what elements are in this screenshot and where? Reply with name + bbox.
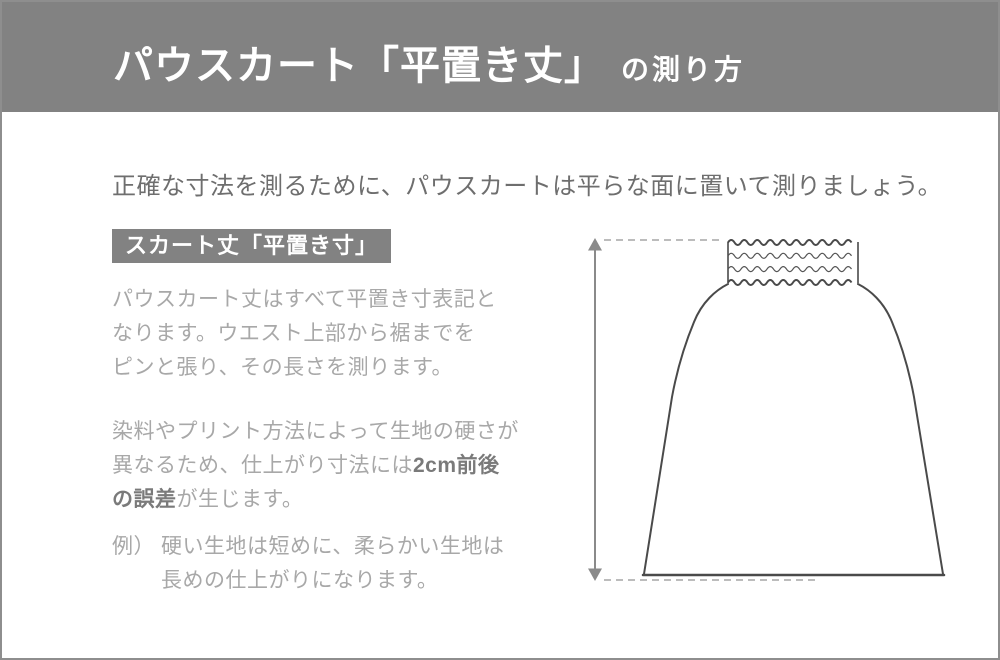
page-title-main: パウスカート「平置き丈」: [113, 44, 605, 88]
paragraph-tolerance-emphasis: 2cm前後 の誤差: [112, 454, 500, 511]
skirt-left-seam: [643, 283, 729, 575]
section-label-box: スカート丈「平置き寸」: [112, 229, 392, 263]
section-label-text: スカート丈「平置き寸」: [125, 233, 379, 258]
paragraph-tolerance-start: 染料やプリント方法によって生地の硬さが 異なるため、仕上がり寸法には: [112, 420, 519, 477]
skirt-right-seam: [857, 283, 944, 575]
arrowhead-down-icon: [588, 568, 602, 581]
example-prefix: 例）: [112, 535, 155, 558]
length-measure-arrow: [588, 238, 602, 581]
paragraph-tolerance-end: が生じます。: [176, 488, 304, 511]
skirt-outline: [641, 283, 946, 577]
page-title-suffix: の測り方: [621, 54, 746, 85]
waistband-shirring: [727, 239, 859, 286]
paragraph-tolerance: 染料やプリント方法によって生地の硬さが 異なるため、仕上がり寸法には2cm前後 …: [112, 415, 542, 517]
example-body: 硬い生地は短めに、柔らかい生地は 長めの仕上がりになります。: [161, 535, 505, 592]
intro-text: 正確な寸法を測るために、パウスカートは平らな面に置いて測りましょう。: [112, 173, 943, 200]
paragraph-measure-method: パウスカート丈はすべて平置き寸表記と なります。ウエスト上部から裾までを ピンと…: [112, 288, 497, 379]
example-note: 例） 硬い生地は短めに、柔らかい生地は 長めの仕上がりになります。: [112, 530, 504, 598]
arrowhead-up-icon: [588, 238, 602, 251]
header-band: パウスカート「平置き丈」 の測り方: [2, 2, 998, 112]
page-title: パウスカート「平置き丈」 の測り方: [113, 23, 745, 91]
